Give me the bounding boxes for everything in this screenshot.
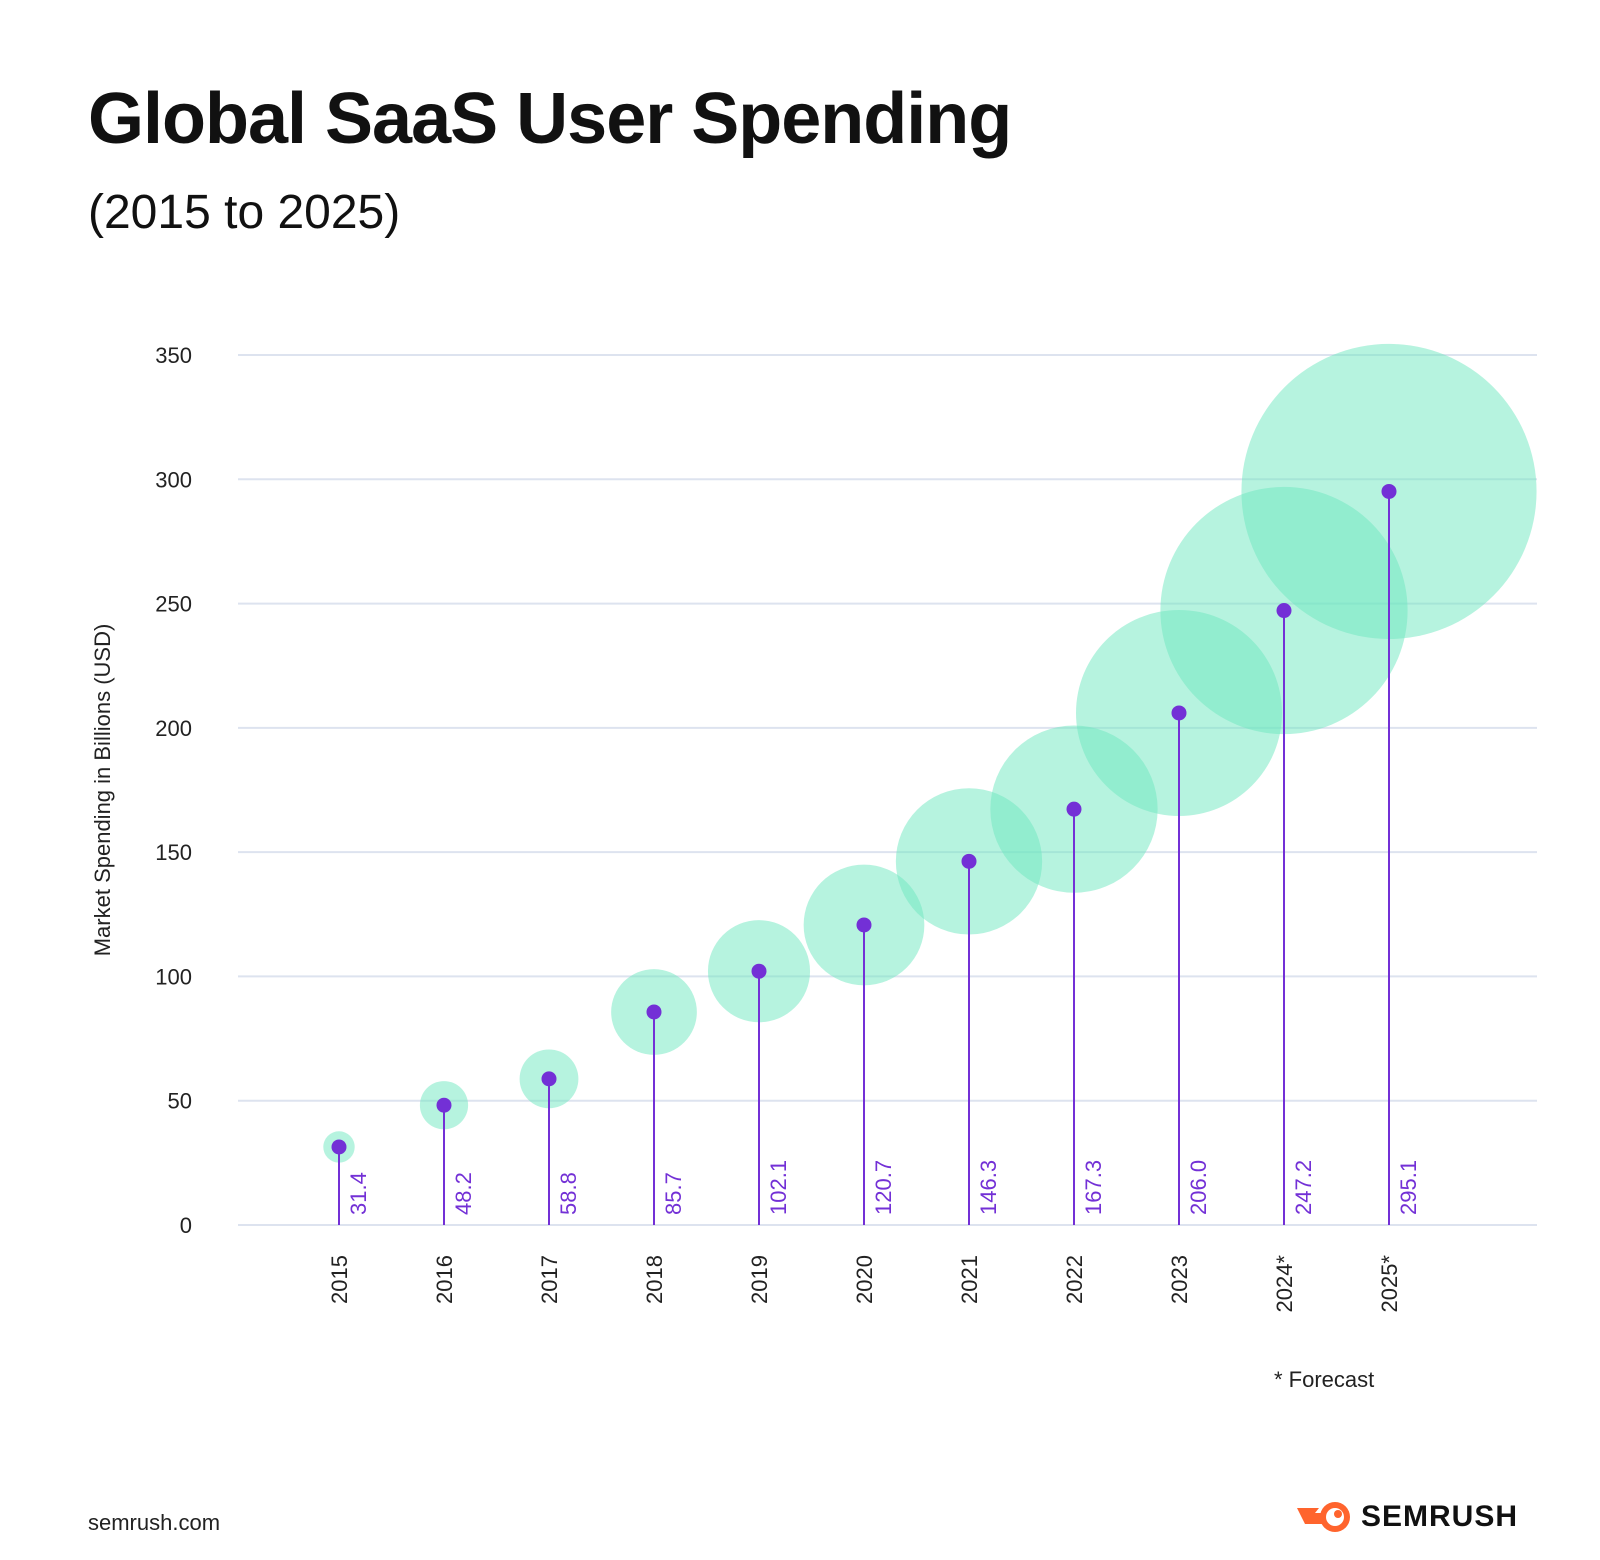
y-tick-label: 350 (155, 343, 192, 368)
data-label: 102.1 (766, 1160, 791, 1215)
footer-url[interactable]: semrush.com (88, 1510, 221, 1535)
y-tick-label: 50 (168, 1089, 192, 1114)
data-point (1276, 603, 1292, 619)
y-tick-label: 200 (155, 716, 192, 741)
x-tick-label: 2019 (747, 1255, 772, 1304)
data-point (856, 917, 872, 933)
data-label: 120.7 (871, 1160, 896, 1215)
data-label: 146.3 (976, 1160, 1001, 1215)
x-tick-label: 2016 (432, 1255, 457, 1304)
y-tick-label: 250 (155, 592, 192, 617)
y-tick-label: 300 (155, 467, 192, 492)
data-label: 247.2 (1291, 1160, 1316, 1215)
y-tick-label: 100 (155, 964, 192, 989)
data-label: 206.0 (1186, 1160, 1211, 1215)
x-tick-label: 2020 (852, 1255, 877, 1304)
x-tick-label: 2015 (327, 1255, 352, 1304)
chart-subtitle: (2015 to 2025) (88, 186, 401, 239)
data-point (331, 1139, 347, 1155)
x-tick-label: 2025* (1377, 1255, 1402, 1313)
data-point (751, 963, 767, 979)
data-point (961, 853, 977, 869)
data-point (436, 1097, 452, 1113)
x-tick-label: 2024* (1272, 1255, 1297, 1313)
data-point (1066, 801, 1082, 817)
y-tick-label: 0 (180, 1213, 192, 1238)
data-point (1171, 705, 1187, 721)
semrush-logo: SEMRUSH (1295, 1500, 1518, 1534)
data-point (541, 1071, 557, 1087)
y-tick-label: 150 (155, 840, 192, 865)
data-point (646, 1004, 662, 1020)
data-label: 31.4 (346, 1172, 371, 1215)
brand-name: SEMRUSH (1361, 1500, 1519, 1533)
data-label: 48.2 (451, 1172, 476, 1215)
x-tick-label: 2023 (1167, 1255, 1192, 1304)
chart-title: Global SaaS User Spending (88, 79, 1012, 159)
x-tick-label: 2017 (537, 1255, 562, 1304)
x-tick-label: 2022 (1062, 1255, 1087, 1304)
data-label: 295.1 (1396, 1160, 1421, 1215)
data-label: 167.3 (1081, 1160, 1106, 1215)
data-label: 85.7 (661, 1172, 686, 1215)
data-point (1381, 483, 1397, 499)
forecast-footnote: * Forecast (1274, 1367, 1374, 1392)
x-tick-label: 2021 (957, 1255, 982, 1304)
x-tick-label: 2018 (642, 1255, 667, 1304)
semrush-flame-icon (1297, 1502, 1350, 1532)
y-axis-label: Market Spending in Billions (USD) (90, 624, 115, 957)
data-label: 58.8 (556, 1172, 581, 1215)
chart: 0 50 100 150 200 250 300 350 Market Spending in … (90, 343, 1537, 1392)
